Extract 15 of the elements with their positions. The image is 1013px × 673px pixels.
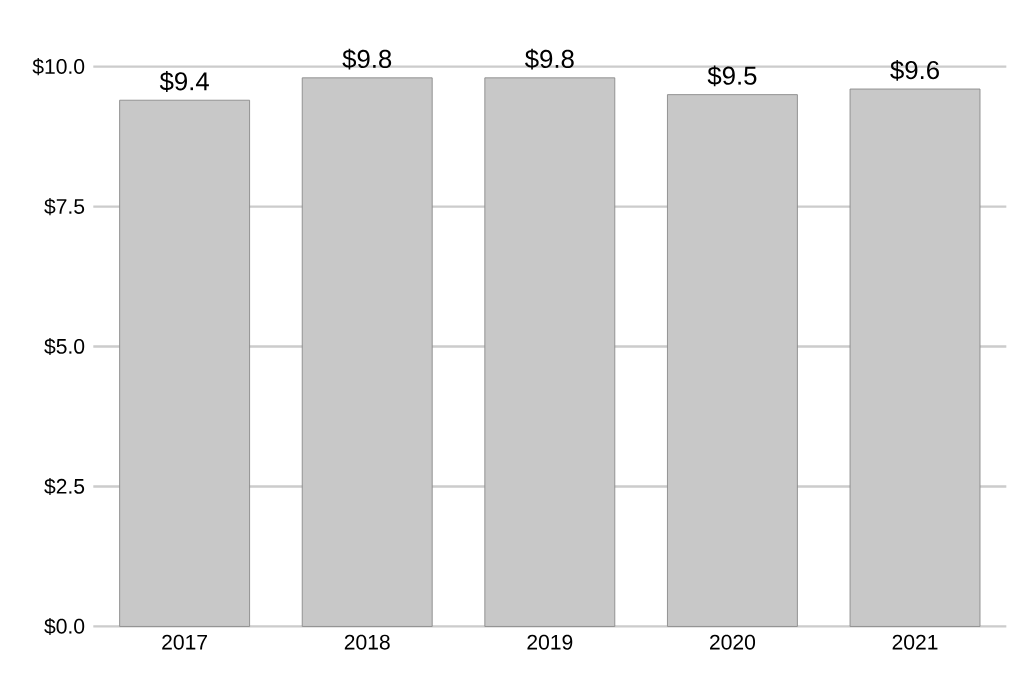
x-tick-label: 2018 xyxy=(344,634,390,650)
x-tick-label: 2021 xyxy=(892,634,938,650)
y-tick-label: $7.5 xyxy=(44,198,85,216)
data-label: $9.5 xyxy=(707,65,757,87)
x-tick-label: 2020 xyxy=(710,634,756,650)
data-label: $9.8 xyxy=(525,48,574,70)
data-label: $9.8 xyxy=(342,48,392,70)
y-tick-label: $2.5 xyxy=(44,477,85,495)
x-tick-label: 2017 xyxy=(162,634,207,650)
data-label: $9.6 xyxy=(890,59,939,81)
y-tick-label: $10.0 xyxy=(32,58,85,76)
y-tick-label: $0.0 xyxy=(44,617,85,635)
x-tick-label: 2019 xyxy=(527,634,573,650)
y-tick-label: $5.0 xyxy=(44,337,85,356)
data-label: $9.4 xyxy=(159,71,209,92)
